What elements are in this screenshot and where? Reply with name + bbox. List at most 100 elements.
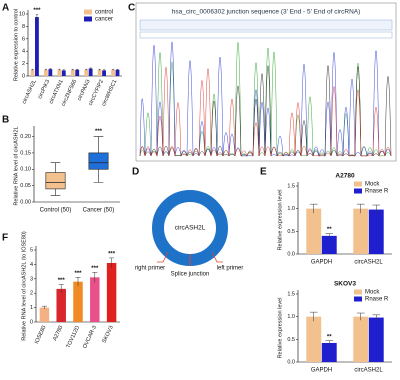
y-tick-label: 1.0	[287, 314, 295, 320]
legend-label: Rnase R	[365, 297, 389, 303]
error-bar	[111, 68, 115, 71]
annotation: ***	[108, 251, 116, 257]
error-bar	[89, 67, 92, 70]
diagram-label: right primer	[135, 266, 165, 272]
y-tick-label: 0.5	[287, 229, 295, 235]
error-bar	[109, 257, 115, 268]
bar	[70, 69, 75, 76]
y-tick-label: 0	[30, 319, 33, 325]
legend-label: cancer	[95, 17, 113, 23]
bar	[88, 68, 93, 76]
left-primer-arrow	[211, 251, 223, 263]
error-bar	[58, 68, 61, 71]
box	[88, 152, 109, 170]
diagram-label: left primer	[217, 266, 244, 272]
error-bar	[58, 284, 64, 294]
bar	[353, 316, 369, 362]
y-axis-label: Relative RNA level of circASH2L (to IOSE…	[21, 231, 27, 341]
right-primer-arrow	[157, 251, 169, 263]
y-tick-label: 0.5	[287, 337, 295, 343]
bar	[353, 208, 369, 254]
bar	[35, 17, 39, 77]
bar	[368, 209, 384, 254]
error-bar	[102, 69, 106, 72]
y-tick-label: 6	[22, 36, 25, 42]
y-tick-label: 5	[30, 247, 33, 253]
legend-swatch	[84, 9, 92, 15]
y-tick-label: 1	[30, 305, 33, 311]
error-bar	[98, 68, 101, 71]
bar	[61, 70, 66, 76]
bar	[90, 277, 100, 322]
error-bar	[44, 68, 48, 71]
bar	[321, 342, 337, 362]
chart-title: SKOV3	[334, 281, 356, 288]
y-tick-label: 0	[22, 73, 25, 79]
y-axis-label: Relative expression to control	[13, 9, 19, 81]
bar	[48, 69, 53, 76]
panel-label: B	[2, 115, 9, 126]
legend-swatch	[354, 181, 362, 187]
x-tick-label: circASH2L	[354, 260, 383, 266]
bar	[111, 69, 115, 76]
bar	[306, 208, 322, 254]
box	[45, 172, 66, 190]
error-bar	[372, 314, 381, 321]
bar	[115, 69, 120, 76]
bar	[39, 307, 50, 322]
error-bar	[85, 68, 88, 71]
legend-label: Rnase R	[365, 189, 389, 195]
diagram-center: circASH2L	[175, 225, 206, 232]
error-bar	[356, 203, 365, 214]
x-tick-label: Cancer (50)	[83, 208, 115, 214]
diagram-label: Splice junction	[171, 272, 210, 278]
legend-label: Mock	[365, 182, 380, 188]
error-bar	[309, 311, 318, 322]
x-tick-label: Control (50)	[40, 208, 72, 214]
y-axis-label: Relative RNA level of circASH2L	[13, 126, 19, 205]
bar	[73, 281, 83, 322]
bar	[368, 317, 384, 362]
error-bar	[62, 69, 65, 72]
bar	[56, 288, 66, 322]
legend-swatch	[354, 188, 362, 194]
y-tick-label: 0.0	[287, 251, 295, 257]
bar	[75, 69, 80, 76]
bar	[57, 69, 62, 76]
y-tick-label: 0.10	[20, 167, 31, 173]
y-tick-label: 4	[30, 262, 33, 268]
bar	[306, 316, 322, 362]
x-tick-label: circASH2L	[354, 368, 383, 374]
legend-label: Mock	[365, 290, 380, 296]
error-bar	[76, 68, 79, 71]
error-bar	[92, 272, 98, 283]
bar	[106, 262, 117, 322]
error-bar	[31, 68, 34, 71]
error-bar	[75, 277, 81, 286]
bar	[97, 69, 102, 76]
panel-label: F	[2, 233, 8, 244]
legend-swatch	[84, 16, 92, 22]
y-tick-label: 10	[19, 11, 25, 17]
bar	[321, 235, 337, 254]
panel-label: D	[132, 167, 139, 178]
chart-title: A2780	[335, 173, 355, 180]
annotation: ***	[91, 266, 99, 272]
y-tick-label: 1.5	[287, 183, 295, 189]
bar	[44, 69, 48, 76]
trace	[139, 66, 392, 157]
bar	[30, 69, 35, 76]
y-tick-label: 0.00	[20, 199, 31, 205]
base-strip	[139, 31, 393, 39]
error-bar	[372, 204, 381, 215]
y-tick-label: 0.20	[20, 134, 31, 140]
panel-label: E	[260, 167, 267, 178]
y-tick-label: 2	[22, 61, 25, 67]
annotation: **	[327, 334, 332, 340]
y-tick-label: 0.05	[20, 183, 31, 189]
chromatogram-title: hsa_circ_0006302 junction sequence (3' E…	[172, 9, 361, 16]
error-bar	[41, 305, 47, 310]
annotation: ***	[95, 129, 103, 135]
error-bar	[71, 68, 74, 71]
y-tick-label: 4	[22, 49, 25, 55]
